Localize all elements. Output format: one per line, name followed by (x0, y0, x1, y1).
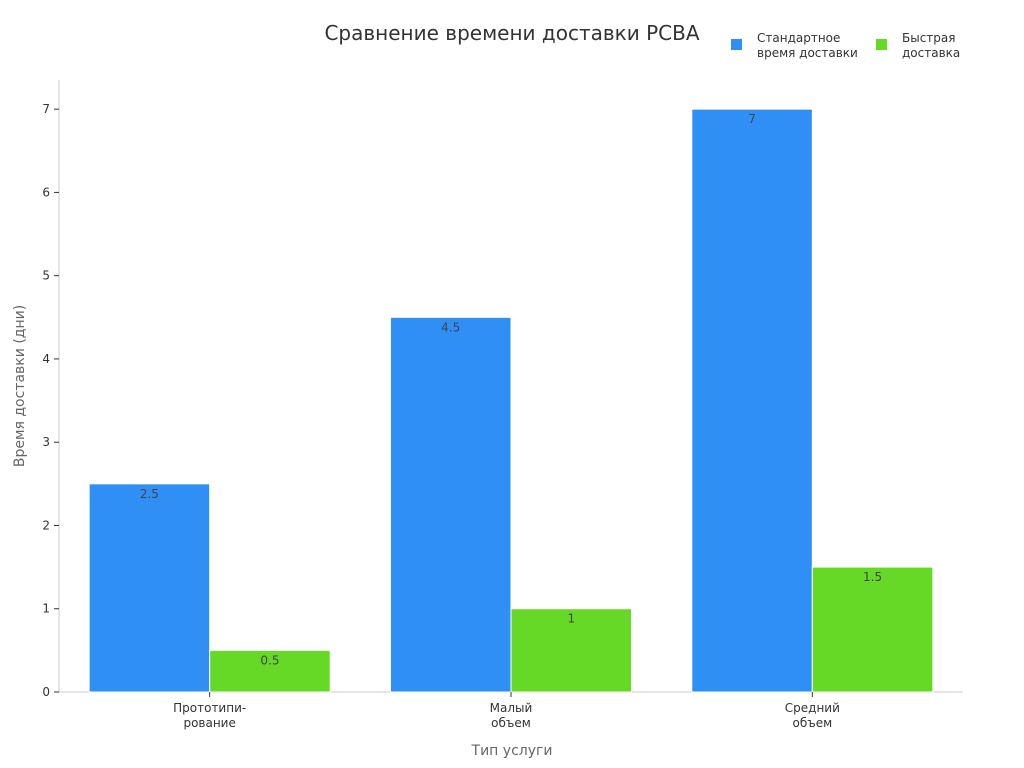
y-tick-label: 4 (42, 352, 50, 366)
bar-data-labels: 2.5 0.5 4.5 1 7 1.5 (140, 112, 882, 667)
bar (510, 608, 633, 693)
y-tick-label: 6 (42, 185, 50, 199)
legend-label: Быстрая доставка (902, 31, 960, 60)
legend-swatch (876, 39, 887, 50)
bar-value-label: 1.5 (863, 570, 882, 584)
bar-value-label: 4.5 (441, 320, 460, 334)
bar (389, 316, 512, 693)
y-tick-label: 5 (42, 269, 50, 283)
x-tick-label: Средний объем (785, 701, 840, 730)
bar (811, 566, 934, 693)
bar (209, 649, 331, 693)
legend-label: Стандартное время доставки (757, 31, 858, 60)
y-axis-ticks: 0 1 2 3 4 5 6 7 (42, 102, 59, 699)
legend: Стандартное время доставки Быстрая доставка (731, 31, 960, 60)
y-tick-label: 2 (42, 518, 50, 532)
y-tick-label: 7 (42, 102, 50, 116)
y-tick-label: 1 (42, 602, 50, 616)
chart-title: Сравнение времени доставки PCBA (324, 21, 699, 45)
bar-value-label: 2.5 (140, 487, 159, 501)
legend-swatch (731, 39, 742, 50)
y-tick-label: 3 (42, 435, 50, 449)
bar-value-label: 0.5 (260, 653, 279, 667)
bar-value-label: 7 (748, 112, 756, 126)
y-tick-label: 0 (42, 685, 50, 699)
x-axis-label: Тип услуги (471, 743, 553, 759)
bar (88, 483, 211, 693)
bars (88, 108, 934, 693)
bar-value-label: 1 (567, 612, 575, 626)
y-axis-label: Время доставки (дни) (12, 305, 28, 467)
x-tick-label: Прототипи-рование (173, 701, 246, 730)
bar (691, 108, 813, 693)
x-axis-ticks: Прототипи-рование Малый объем Средний объем (173, 692, 840, 730)
x-tick-label: Малый объем (490, 701, 533, 730)
